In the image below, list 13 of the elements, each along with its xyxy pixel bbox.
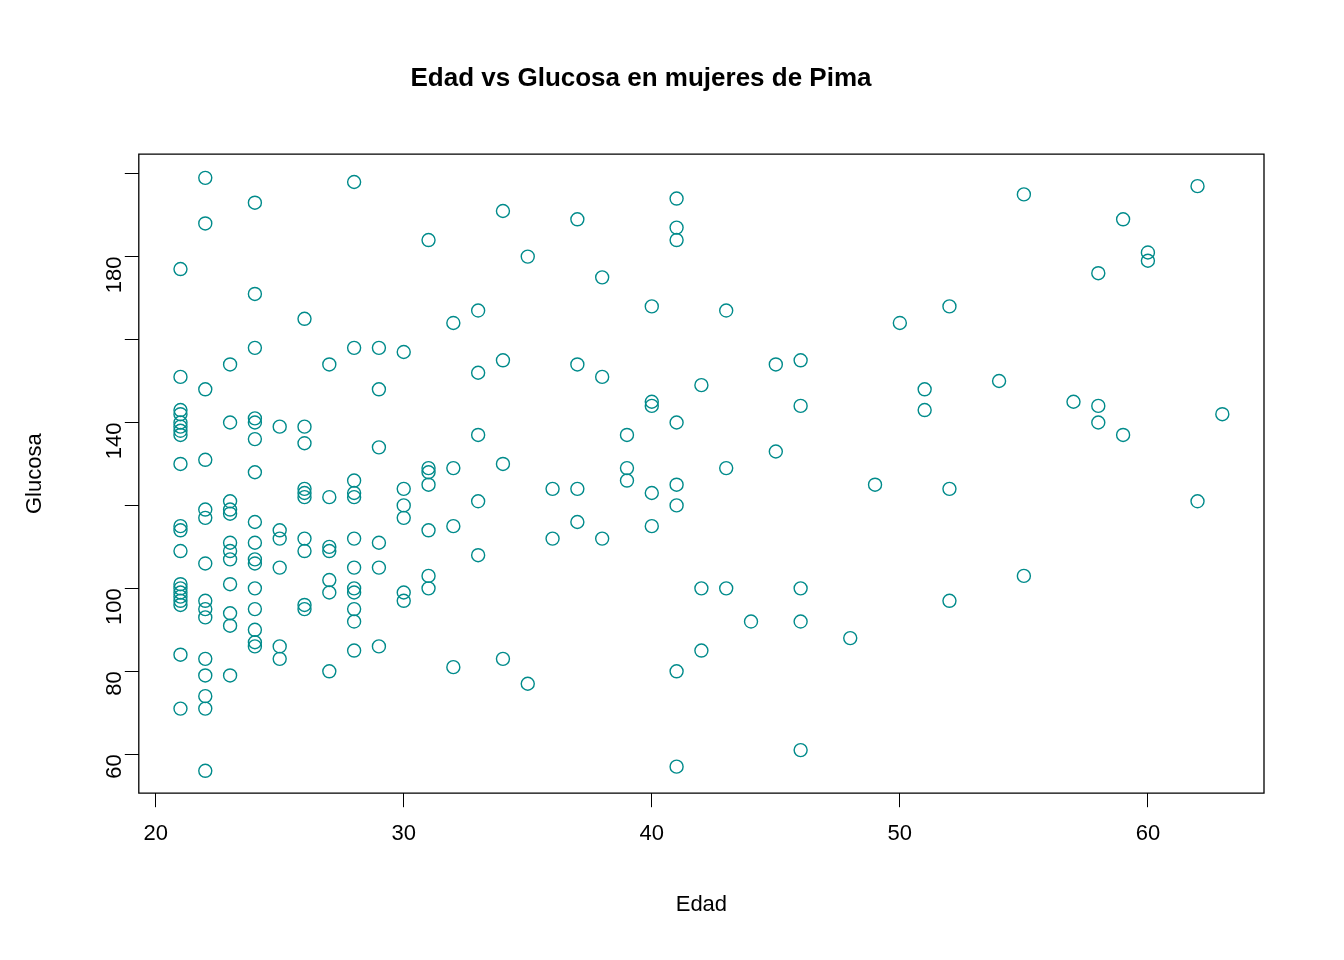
chart-title: Edad vs Glucosa en mujeres de Pima xyxy=(410,61,873,92)
y-tick-label: 60 xyxy=(100,754,126,779)
x-tick-label: 40 xyxy=(639,820,665,846)
y-tick-label: 80 xyxy=(100,671,126,696)
x-tick-label: 30 xyxy=(391,820,416,846)
x-tick-label: 20 xyxy=(143,820,168,846)
x-tick-label: 50 xyxy=(887,820,913,846)
x-axis-title: Edad xyxy=(675,890,728,916)
y-tick-label: 140 xyxy=(100,422,126,460)
y-axis-title: Glucosa xyxy=(21,432,47,515)
x-tick-label: 60 xyxy=(1135,820,1161,846)
y-tick-label: 180 xyxy=(100,256,126,294)
y-tick-label: 100 xyxy=(100,588,126,626)
